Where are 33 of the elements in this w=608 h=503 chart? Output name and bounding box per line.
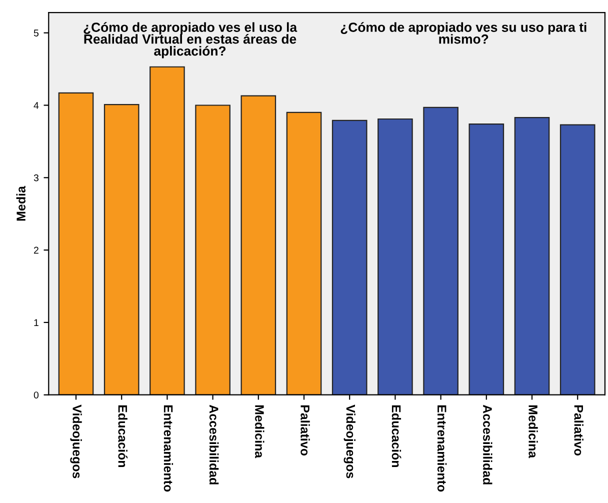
bar [378, 118, 413, 395]
x-tick-label: Paliativo [300, 405, 310, 456]
bar [560, 124, 596, 395]
y-axis-title: Media [16, 186, 26, 221]
bar [286, 112, 322, 395]
bar [195, 104, 230, 395]
x-tick-label: Educación [118, 405, 128, 468]
x-tick-label: Accesibilidad [209, 404, 219, 484]
bar [423, 106, 458, 395]
x-tick-label: Paliativo [574, 405, 584, 456]
y-tick-label: 2 [34, 246, 38, 254]
x-tick-label: Videojuegos [70, 404, 82, 478]
bar [150, 66, 185, 395]
y-tick-label: 1 [34, 319, 38, 326]
x-tick-label: Entrenamiento [437, 405, 447, 492]
y-tick-label: 5 [34, 30, 39, 36]
annotation: ¿Cómo de apropiado ves el uso la Realidad Virtual en estas áreas de aplicación? [84, 22, 298, 58]
x-tick-label: Accesibilidad [483, 404, 492, 484]
y-tick-label: 4 [34, 102, 39, 109]
x-tick-label: Medicina [528, 405, 538, 458]
y-tick-label: 0 [34, 392, 39, 398]
x-tick-label: Educación [392, 405, 402, 468]
x-tick-label: Medicina [255, 405, 264, 458]
x-tick-label: Videojuegos [344, 404, 356, 478]
bar [468, 124, 504, 395]
x-tick-label: Entrenamiento [164, 405, 174, 492]
bar [104, 104, 140, 395]
bar [240, 95, 276, 395]
bar [332, 120, 368, 395]
bar [58, 92, 94, 395]
annotation: ¿Cómo de apropiado ves su uso para ti mismo? [340, 22, 586, 44]
bar [514, 117, 550, 395]
y-tick-label: 3 [34, 174, 38, 182]
